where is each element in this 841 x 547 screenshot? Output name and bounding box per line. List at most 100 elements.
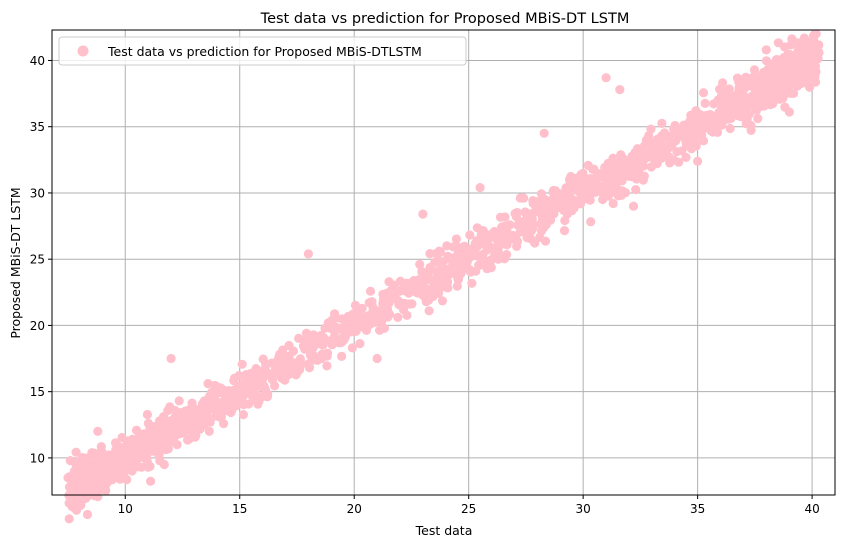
- y-tick-label: 15: [30, 385, 45, 399]
- data-point: [263, 389, 273, 399]
- data-point: [708, 127, 718, 137]
- x-tick-label: 10: [118, 502, 133, 516]
- data-point: [499, 239, 509, 249]
- data-point: [147, 437, 157, 447]
- data-point: [142, 454, 152, 464]
- data-point: [355, 339, 365, 349]
- data-point: [591, 172, 602, 182]
- data-point: [220, 396, 231, 406]
- data-point: [82, 509, 93, 520]
- data-point: [96, 449, 106, 459]
- data-point: [78, 453, 88, 463]
- y-axis-ticks: 10 15 20 25 30 35 40: [30, 54, 52, 465]
- data-point: [174, 396, 184, 406]
- data-point: [322, 361, 332, 371]
- data-point: [415, 259, 425, 269]
- data-point: [421, 275, 431, 285]
- data-point: [337, 351, 347, 361]
- legend-label: Test data vs prediction for Proposed MBi…: [107, 44, 422, 59]
- data-point: [718, 78, 728, 88]
- data-point: [777, 87, 788, 97]
- data-point: [393, 312, 403, 322]
- data-point: [182, 416, 192, 427]
- data-point: [380, 308, 390, 318]
- data-point: [132, 448, 142, 458]
- data-point: [753, 113, 763, 124]
- data-point: [173, 420, 183, 431]
- data-point: [793, 46, 803, 56]
- data-point: [700, 98, 710, 108]
- data-point: [264, 369, 274, 379]
- data-point: [761, 45, 771, 55]
- legend: Test data vs prediction for Proposed MBi…: [58, 36, 467, 66]
- data-point: [540, 236, 551, 246]
- data-point: [395, 276, 405, 286]
- data-point: [607, 162, 617, 173]
- data-point: [237, 359, 247, 369]
- y-tick-label: 35: [30, 120, 45, 134]
- data-point: [249, 382, 260, 392]
- data-point: [465, 230, 475, 240]
- data-point: [732, 73, 743, 83]
- data-point: [691, 106, 701, 116]
- data-point: [418, 291, 428, 301]
- data-point: [608, 198, 618, 209]
- data-point: [780, 42, 790, 52]
- data-point: [467, 278, 477, 288]
- data-point: [166, 353, 176, 364]
- data-point: [497, 223, 507, 233]
- data-point: [470, 238, 480, 248]
- data-point: [127, 466, 137, 476]
- data-point: [320, 323, 330, 333]
- data-point: [357, 303, 367, 313]
- data-point: [309, 340, 319, 350]
- data-point: [402, 310, 412, 320]
- data-point: [330, 309, 340, 319]
- data-point: [557, 200, 567, 210]
- y-tick-label: 40: [30, 54, 45, 68]
- x-tick-label: 40: [804, 502, 819, 516]
- data-point: [526, 234, 536, 244]
- data-point: [417, 266, 427, 277]
- data-point: [631, 185, 641, 195]
- data-point: [784, 107, 795, 117]
- data-point: [756, 91, 766, 101]
- data-point: [588, 164, 598, 174]
- data-point: [299, 339, 310, 350]
- data-point: [768, 63, 778, 73]
- data-point: [237, 385, 247, 395]
- data-point: [91, 491, 101, 501]
- data-point: [89, 463, 99, 473]
- data-point: [92, 475, 102, 485]
- data-point: [96, 442, 106, 452]
- data-point: [365, 286, 376, 296]
- data-point: [162, 435, 172, 445]
- data-point: [369, 306, 379, 316]
- data-point: [335, 338, 345, 348]
- data-point: [288, 346, 298, 356]
- data-point: [515, 193, 525, 203]
- data-point: [488, 232, 499, 242]
- data-point: [685, 131, 695, 141]
- data-point: [660, 128, 670, 138]
- data-point: [559, 226, 570, 236]
- data-point: [78, 460, 88, 470]
- data-point: [238, 410, 248, 420]
- data-point: [742, 114, 752, 124]
- data-point: [539, 200, 549, 210]
- legend-box: [58, 36, 467, 66]
- data-point: [628, 201, 639, 211]
- data-point: [143, 418, 153, 428]
- data-point: [384, 277, 394, 287]
- data-point: [810, 77, 821, 87]
- data-point: [170, 405, 180, 416]
- data-point: [64, 514, 74, 524]
- data-point: [624, 171, 634, 181]
- data-point: [284, 369, 294, 379]
- data-point: [203, 379, 213, 389]
- data-point: [408, 286, 419, 296]
- x-axis-ticks: 10 15 20 25 30 35 40: [118, 495, 820, 516]
- data-point: [471, 266, 481, 276]
- data-point: [87, 448, 97, 458]
- data-point: [618, 153, 628, 163]
